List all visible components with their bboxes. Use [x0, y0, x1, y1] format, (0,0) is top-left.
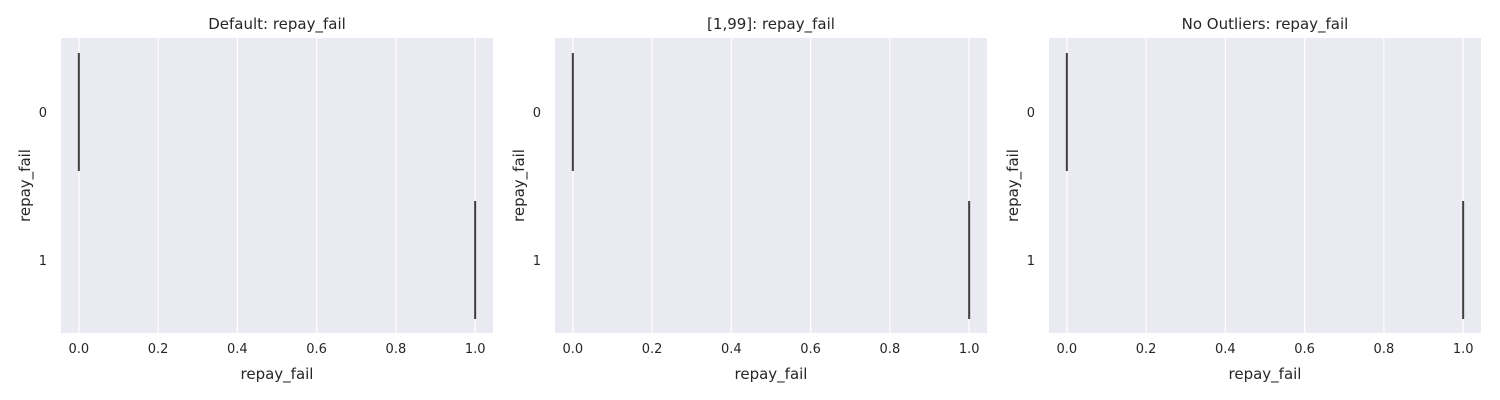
x-tick-label: 0.8 [1374, 342, 1395, 357]
chart-panel-1: 0.0 0.2 0.4 0.6 0.8 1.0 0 1 Default: repay_failr… [16, 15, 493, 384]
y-axis-label: repay_fail [16, 149, 35, 222]
x-tick-label: 1.0 [959, 342, 980, 357]
x-tick-label: 0.8 [386, 342, 407, 357]
x-tick-label: 0.0 [68, 342, 89, 357]
chart-panel-2: 0.0 0.2 0.4 0.6 0.8 1.0 0 1 [1,99]: repay_failre… [510, 15, 987, 384]
x-tick-label: 1.0 [1453, 342, 1474, 357]
x-tick-label: 0.6 [800, 342, 821, 357]
y-tick-label: 1 [39, 254, 47, 269]
chart-panel-3: 0.0 0.2 0.4 0.6 0.8 1.0 0 1 No Outliers: repay_f… [1004, 15, 1481, 384]
x-axis-label: repay_fail [1229, 365, 1302, 384]
plot-background [61, 38, 493, 333]
plot-background [555, 38, 987, 333]
x-tick-label: 0.2 [1136, 342, 1157, 357]
chart-title: [1,99]: repay_fail [707, 15, 835, 34]
chart-title: No Outliers: repay_fail [1182, 15, 1349, 34]
y-tick-label: 1 [533, 254, 541, 269]
y-axis-label: repay_fail [510, 149, 529, 222]
x-tick-label: 0.0 [1056, 342, 1077, 357]
x-tick-label: 0.0 [562, 342, 583, 357]
x-axis-label: repay_fail [241, 365, 314, 384]
y-tick-label: 0 [39, 106, 47, 121]
y-tick-label: 0 [533, 106, 541, 121]
x-tick-label: 0.8 [880, 342, 901, 357]
y-axis-label: repay_fail [1004, 149, 1023, 222]
y-tick-label: 1 [1027, 254, 1035, 269]
x-tick-label: 0.4 [1215, 342, 1236, 357]
x-tick-label: 0.2 [148, 342, 169, 357]
x-tick-label: 0.6 [306, 342, 327, 357]
x-tick-label: 1.0 [465, 342, 486, 357]
x-axis-label: repay_fail [735, 365, 808, 384]
x-tick-label: 0.6 [1294, 342, 1315, 357]
chart-title: Default: repay_fail [208, 15, 346, 34]
x-tick-label: 0.2 [642, 342, 663, 357]
plot-background [1049, 38, 1481, 333]
x-tick-label: 0.4 [721, 342, 742, 357]
x-tick-label: 0.4 [227, 342, 248, 357]
y-tick-label: 0 [1027, 106, 1035, 121]
